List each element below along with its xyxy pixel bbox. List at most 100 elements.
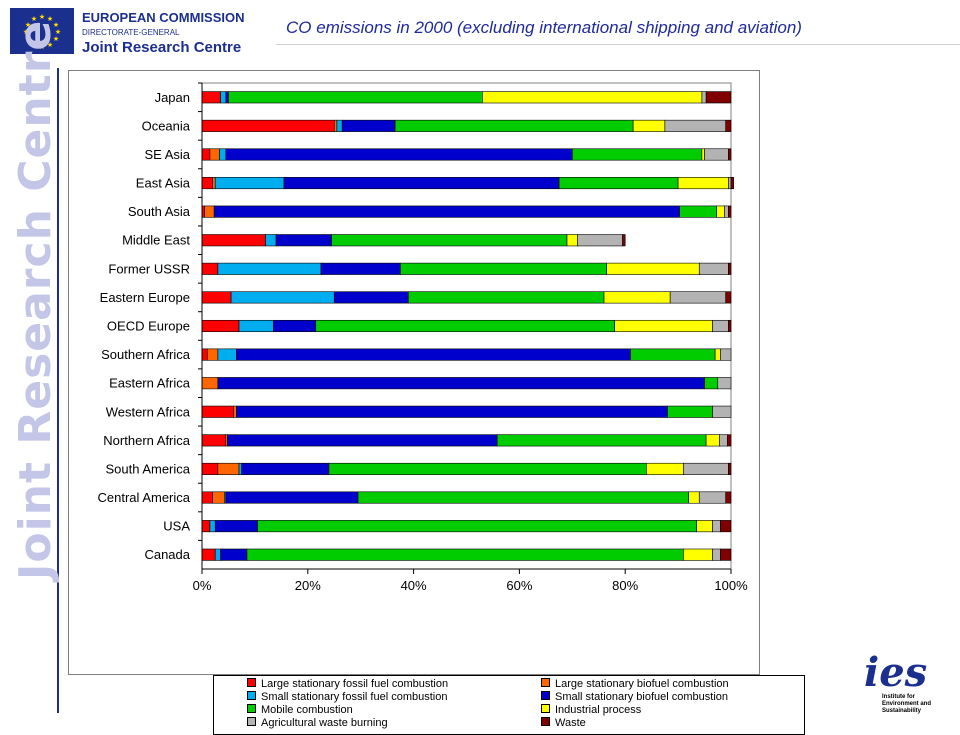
y-tick-label: SE Asia (144, 147, 190, 162)
bar-segment (496, 434, 707, 447)
legend-item: Agricultural waste burning (247, 717, 388, 729)
svg-text:★: ★ (39, 13, 45, 21)
svg-text:★: ★ (53, 35, 59, 43)
legend-item: Large stationary biofuel combustion (541, 678, 729, 690)
bar-segment (201, 548, 216, 561)
bar-segment (201, 319, 240, 333)
y-tick-label: South Asia (128, 204, 191, 219)
legend-swatch (247, 704, 256, 713)
bar-segment (220, 91, 227, 104)
bar-segment (217, 462, 240, 475)
ec-directorate: DIRECTORATE-GENERAL (82, 28, 180, 37)
legend-swatch (541, 717, 550, 726)
ec-centre-name: Joint Research Centre (82, 39, 241, 56)
bar-segment (677, 177, 729, 190)
bar-segment (236, 405, 668, 418)
y-tick-label: Central America (98, 490, 191, 505)
bar-segment (320, 262, 401, 275)
legend-label: Industrial process (555, 704, 642, 716)
svg-text:★: ★ (23, 28, 29, 36)
ies-logo-line1: Institute for (882, 694, 916, 700)
chart-frame: Japan Oceania SE Asia East Asia South Asia Mi… (68, 70, 805, 735)
bar-segment (725, 119, 732, 132)
eu-flag-icon (10, 8, 74, 54)
x-tick-label: 100% (714, 578, 748, 593)
x-tick-label: 60% (506, 578, 532, 593)
bar-segment (257, 520, 697, 533)
bar-segment (201, 91, 221, 104)
legend-swatch (247, 691, 256, 700)
bar-segment (201, 462, 219, 475)
svg-text:★: ★ (39, 43, 45, 51)
bar-segment (704, 148, 729, 161)
ies-logo: ies Institute for Environment and Sustai… (864, 649, 931, 714)
bar-segment (720, 348, 732, 361)
bar-segment (701, 148, 705, 161)
bar-segment (698, 262, 729, 275)
bar-segment (728, 319, 732, 333)
title-bar: CO emissions in 2000 (excluding internat… (276, 10, 960, 45)
bar-segment (204, 205, 215, 218)
x-tick-label: 20% (295, 578, 321, 593)
bar-segment (217, 377, 705, 390)
bar-segment (726, 434, 732, 447)
bar-segment (712, 520, 721, 533)
bar-segment (238, 319, 274, 333)
bar-segment (720, 548, 732, 561)
svg-text:★: ★ (31, 15, 37, 23)
bar-segment (482, 91, 703, 104)
bar-segment (603, 291, 671, 304)
bar-segment (646, 462, 684, 475)
legend-item: Waste (541, 717, 586, 729)
bar-segment (201, 148, 211, 161)
bar-segment (214, 177, 285, 190)
bar-segment (696, 520, 713, 533)
bar-segment (217, 262, 322, 275)
bar-segment (227, 434, 498, 447)
bar-segment (614, 319, 713, 333)
svg-text:★: ★ (47, 41, 53, 49)
bar-segment (730, 177, 734, 190)
ec-logo: ★ ★★★ ★★★★ ★★★★ EUROPEAN COMMISSION DIREC… (10, 8, 245, 56)
bar-segment (336, 119, 343, 132)
legend-swatch (247, 678, 256, 687)
bar-segment (233, 405, 237, 418)
bar-segment (201, 520, 211, 533)
legend-swatch (247, 717, 256, 726)
bar-segment (201, 177, 213, 190)
bar-segment (606, 262, 700, 275)
bar-segment (717, 377, 732, 390)
y-tick-label: Northern Africa (103, 433, 190, 448)
y-tick-label: Japan (155, 90, 190, 105)
bar-segment (725, 291, 732, 304)
bar-segment (630, 348, 716, 361)
bar-segment (571, 148, 703, 161)
bar-segment (728, 148, 732, 161)
bar-segment (246, 548, 684, 561)
bar-segment (705, 434, 720, 447)
bar-segment (315, 319, 615, 333)
y-tick-label: Middle East (122, 233, 190, 248)
bar-segment (683, 548, 713, 561)
bar-segment (214, 548, 221, 561)
x-tick-label: 0% (193, 578, 212, 593)
bar-segment (220, 548, 248, 561)
bar-segment (209, 520, 216, 533)
bar-segment (577, 234, 623, 247)
bar-segment (667, 405, 713, 418)
y-tick-label: Former USSR (108, 261, 190, 276)
bar-segment (341, 119, 396, 132)
bar-segment (669, 291, 727, 304)
y-tick-label: USA (163, 519, 190, 534)
svg-text:★: ★ (25, 21, 31, 29)
bar-segment (225, 91, 229, 104)
bar-segment (201, 491, 213, 504)
bar-segment (712, 548, 721, 561)
bar-segment (679, 205, 718, 218)
bar-segment (201, 377, 219, 390)
y-tick-label: OECD Europe (107, 319, 190, 334)
bar-segment (225, 148, 573, 161)
y-tick-label: Eastern Europe (100, 290, 190, 305)
bar-segment (704, 377, 719, 390)
bar-segment (213, 205, 680, 218)
